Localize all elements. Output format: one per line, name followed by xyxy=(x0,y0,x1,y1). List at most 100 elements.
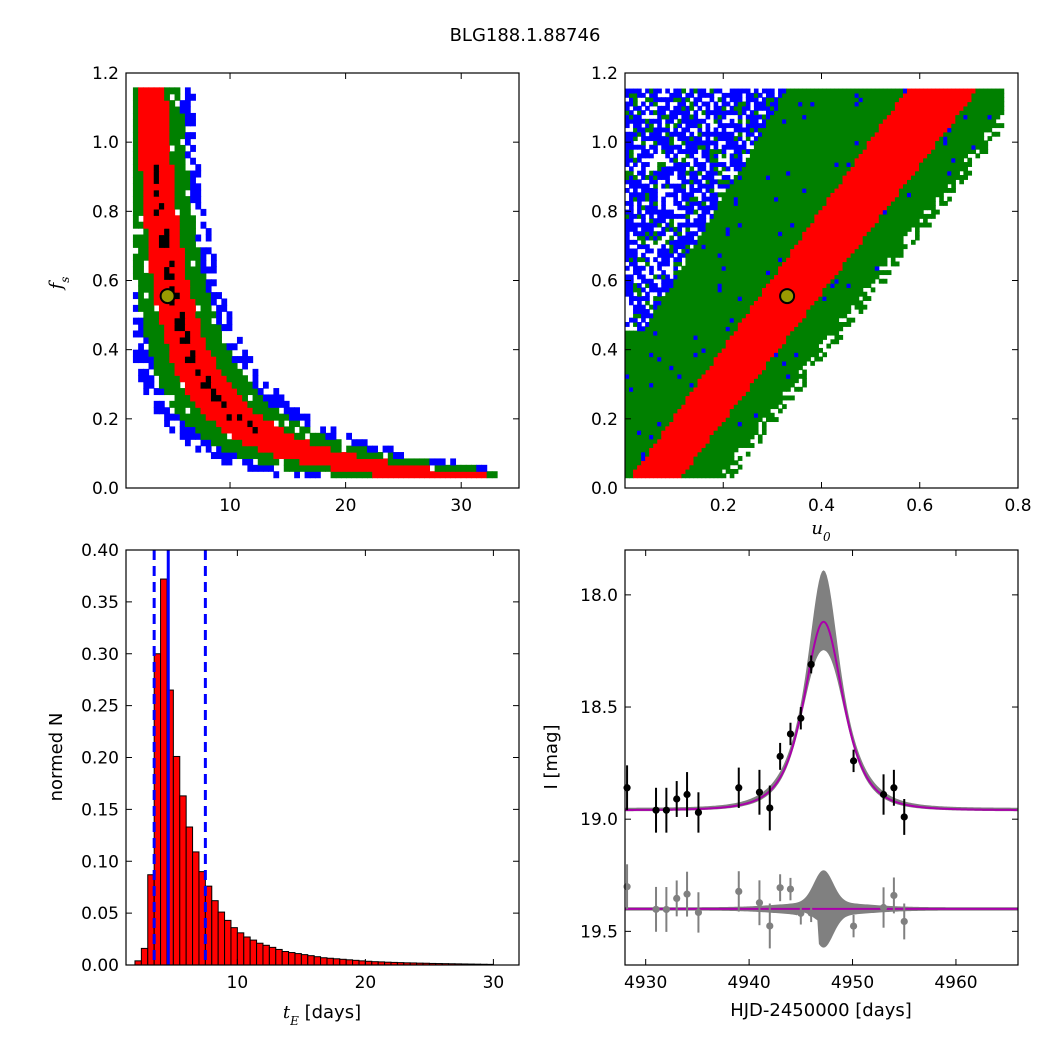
density-cell-one-sigma xyxy=(745,352,751,358)
density-cell-two-sigma xyxy=(697,265,703,271)
density-cell-two-sigma xyxy=(637,343,642,349)
density-cell-one-sigma xyxy=(325,458,332,466)
density-cell-two-sigma xyxy=(818,205,823,211)
density-cell-two-sigma xyxy=(701,235,707,241)
density-cell-two-sigma xyxy=(649,404,654,410)
density-cell-two-sigma xyxy=(915,213,920,219)
density-cell-two-sigma xyxy=(257,394,264,402)
density-cell-one-sigma xyxy=(677,417,682,423)
density-cell-two-sigma xyxy=(798,218,803,224)
density-cell-two-sigma xyxy=(774,213,779,219)
density-cell-two-sigma xyxy=(138,240,144,248)
density-cell-two-sigma xyxy=(657,382,662,388)
density-cell-two-sigma xyxy=(661,334,666,340)
density-cell-one-sigma xyxy=(148,202,155,210)
density-cell-three-sigma xyxy=(210,266,217,274)
density-cell-two-sigma xyxy=(701,360,707,366)
density-cell-two-sigma xyxy=(822,322,828,327)
density-cell-three-sigma xyxy=(681,175,687,180)
density-cell-one-sigma xyxy=(673,438,678,444)
density-cell-one-sigma xyxy=(794,257,799,263)
density-cell-one-sigma xyxy=(830,265,836,271)
density-cell-two-sigma xyxy=(761,261,767,267)
density-cell-one-sigma xyxy=(158,272,165,280)
density-cell-two-sigma xyxy=(665,322,670,327)
density-cell-one-sigma xyxy=(681,408,687,414)
density-cell-two-sigma xyxy=(733,278,739,284)
density-cell-one-sigma xyxy=(757,326,763,332)
density-cell-two-sigma xyxy=(963,170,969,176)
density-cell-two-sigma xyxy=(633,460,638,466)
density-cell-two-sigma xyxy=(677,391,682,397)
density-cell-two-sigma xyxy=(749,421,755,427)
density-cell-two-sigma xyxy=(737,248,743,254)
density-cell-three-sigma xyxy=(834,278,840,284)
density-cell-one-sigma xyxy=(231,388,238,396)
density-cell-two-sigma xyxy=(782,373,787,379)
density-cell-two-sigma xyxy=(761,213,767,219)
density-cell-three-sigma xyxy=(665,179,670,185)
density-cell-two-sigma xyxy=(701,313,707,319)
density-cell-three-sigma xyxy=(693,187,699,193)
density-cell-one-sigma xyxy=(268,432,274,440)
density-cell-two-sigma xyxy=(753,179,759,185)
density-cell-two-sigma xyxy=(733,257,739,263)
density-cell-two-sigma xyxy=(765,252,771,258)
density-cell-three-sigma xyxy=(653,187,658,193)
density-cell-one-sigma xyxy=(158,298,165,306)
density-cell-two-sigma xyxy=(645,261,650,267)
density-cell-one-sigma xyxy=(749,369,755,375)
density-cell-one-sigma xyxy=(705,399,711,405)
density-cell-two-sigma xyxy=(862,270,868,276)
density-cell-three-sigma xyxy=(132,292,139,300)
density-cell-one-sigma xyxy=(749,322,755,327)
density-cell-two-sigma xyxy=(745,209,751,215)
density-cell-three-sigma xyxy=(673,265,678,271)
density-cell-two-sigma xyxy=(874,235,880,241)
density-cell-three-sigma xyxy=(661,287,666,293)
density-cell-one-sigma xyxy=(838,226,844,232)
density-cell-two-sigma xyxy=(737,231,743,237)
density-cell-one-sigma xyxy=(210,356,217,364)
density-cell-one-sigma xyxy=(866,157,872,163)
density-cell-two-sigma xyxy=(770,404,775,410)
density-cell-two-sigma xyxy=(701,451,707,457)
density-cell-one-sigma xyxy=(205,349,212,357)
density-cell-two-sigma xyxy=(842,287,848,293)
density-cell-one-sigma xyxy=(221,420,228,428)
density-cell-one-sigma xyxy=(906,166,912,172)
density-cell-one-sigma xyxy=(721,378,727,384)
density-cell-two-sigma xyxy=(870,261,876,267)
density-cell-three-sigma xyxy=(665,283,670,289)
density-cell-one-sigma xyxy=(669,430,674,435)
density-cell-one-sigma xyxy=(143,100,150,108)
density-cell-one-sigma xyxy=(153,285,160,293)
density-cell-one-sigma xyxy=(725,395,731,401)
density-cell-one-sigma xyxy=(790,252,795,258)
density-cell-one-sigma xyxy=(701,395,707,401)
density-cell-one-sigma xyxy=(169,164,176,172)
density-cell-two-sigma xyxy=(641,365,646,371)
density-cell-two-sigma xyxy=(653,296,658,301)
density-cell-two-sigma xyxy=(919,170,924,176)
density-cell-three-sigma xyxy=(725,175,731,180)
density-cell-one-sigma xyxy=(850,218,856,224)
density-cell-one-sigma xyxy=(717,378,723,384)
density-cell-two-sigma xyxy=(725,222,731,228)
density-cell-two-sigma xyxy=(753,274,759,280)
density-cell-one-sigma xyxy=(886,157,892,163)
density-cell-two-sigma xyxy=(774,239,779,245)
density-cell-one-sigma xyxy=(834,244,840,250)
density-cell-one-sigma xyxy=(806,257,811,263)
density-cell-two-sigma xyxy=(749,179,755,185)
density-cell-two-sigma xyxy=(733,460,739,466)
density-cell-two-sigma xyxy=(806,334,811,340)
density-cell-two-sigma xyxy=(770,205,775,211)
density-cell-one-sigma xyxy=(709,369,715,375)
density-cell-two-sigma xyxy=(733,438,739,444)
density-cell-two-sigma xyxy=(653,231,658,237)
density-cell-two-sigma xyxy=(818,170,823,176)
density-cell-inner xyxy=(179,336,186,344)
density-cell-three-sigma xyxy=(629,157,634,163)
density-cell-one-sigma xyxy=(894,179,900,185)
